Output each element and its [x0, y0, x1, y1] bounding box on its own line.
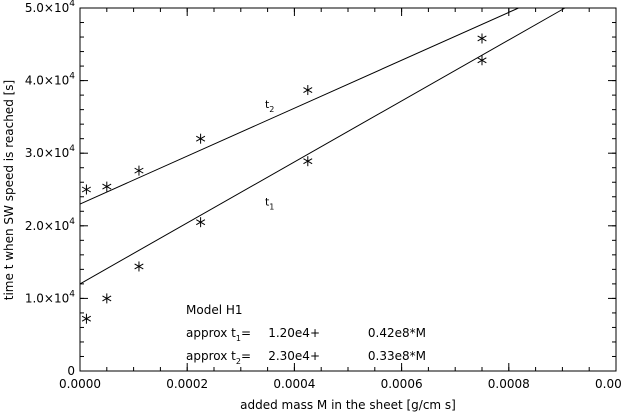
x-tick-label: 0.0008	[488, 377, 530, 391]
data-point	[81, 313, 92, 324]
y-tick-exponent: 4	[69, 0, 75, 9]
y-tick-mantissa: 0	[67, 364, 75, 378]
y-tick-exponent: 4	[69, 217, 75, 227]
data-point	[102, 181, 112, 192]
fit-lines	[79, 7, 566, 285]
plot-frame	[79, 7, 617, 372]
data-point	[81, 184, 92, 195]
y-tick-exponent: 4	[69, 144, 75, 154]
y-tick-label: 2.0×104	[25, 217, 75, 233]
annotation-intercept: 1.20e4+	[268, 326, 320, 340]
data-point	[102, 293, 112, 304]
x-tick-label: 0.0002	[166, 377, 208, 391]
y-tick-mantissa: 2.0×10	[25, 219, 69, 233]
data-point	[196, 217, 206, 228]
annotation-block: Model H1 approx t1= 1.20e4+ 0.42e8*Mapprox…	[186, 303, 426, 366]
data-point	[134, 261, 144, 272]
series-label-1: t2	[265, 98, 274, 114]
data-point	[303, 85, 313, 96]
series-label-2: t1	[265, 195, 274, 211]
data-point	[303, 156, 313, 167]
y-tick-mantissa: 1.0×10	[25, 291, 69, 305]
fit-line-1	[79, 7, 519, 205]
annotation-intercept: 2.30e4+	[268, 349, 320, 363]
data-points	[81, 33, 487, 324]
x-tick-label: 0.0000	[59, 377, 101, 391]
y-tick-exponent: 4	[69, 289, 75, 299]
y-tick-label: 1.0×104	[25, 289, 75, 305]
data-point	[196, 133, 206, 144]
annotation-model: Model H1	[186, 303, 243, 317]
x-tick-label: 0.0006	[381, 377, 423, 391]
annotation-slope: 0.42e8*M	[368, 326, 426, 340]
x-axis-ticks: 0.0000 0.0002 0.0004 0.0006 0.0008 0.0010	[59, 8, 621, 391]
y-tick-label: 4.0×104	[25, 72, 75, 88]
data-point	[477, 55, 487, 66]
y-tick-mantissa: 5.0×10	[25, 1, 69, 15]
annotation-slope: 0.33e8*M	[368, 349, 426, 363]
annotation-label: approx t1=	[186, 326, 251, 343]
x-axis-label: added mass M in the sheet [g/cm s]	[240, 398, 456, 412]
annotation-label: approx t2=	[186, 349, 251, 366]
x-tick-label: 0.0004	[273, 377, 315, 391]
data-point	[134, 165, 144, 176]
y-tick-exponent: 4	[69, 72, 75, 82]
y-tick-label: 3.0×104	[25, 144, 75, 160]
y-tick-label: 5.0×104	[25, 0, 75, 15]
x-tick-label: 0.0010	[595, 377, 621, 391]
y-tick-mantissa: 4.0×10	[25, 74, 69, 88]
fit-line-2	[79, 7, 566, 285]
annotation-lines: approx t1= 1.20e4+ 0.42e8*M approx t2= 2.30e…	[186, 326, 426, 366]
series-labels: t2 t1	[265, 98, 274, 211]
y-tick-mantissa: 3.0×10	[25, 146, 69, 160]
y-tick-label: 0	[67, 364, 75, 378]
data-point	[477, 33, 487, 44]
y-axis-label: time t when SW speed is reached [s]	[2, 80, 16, 300]
